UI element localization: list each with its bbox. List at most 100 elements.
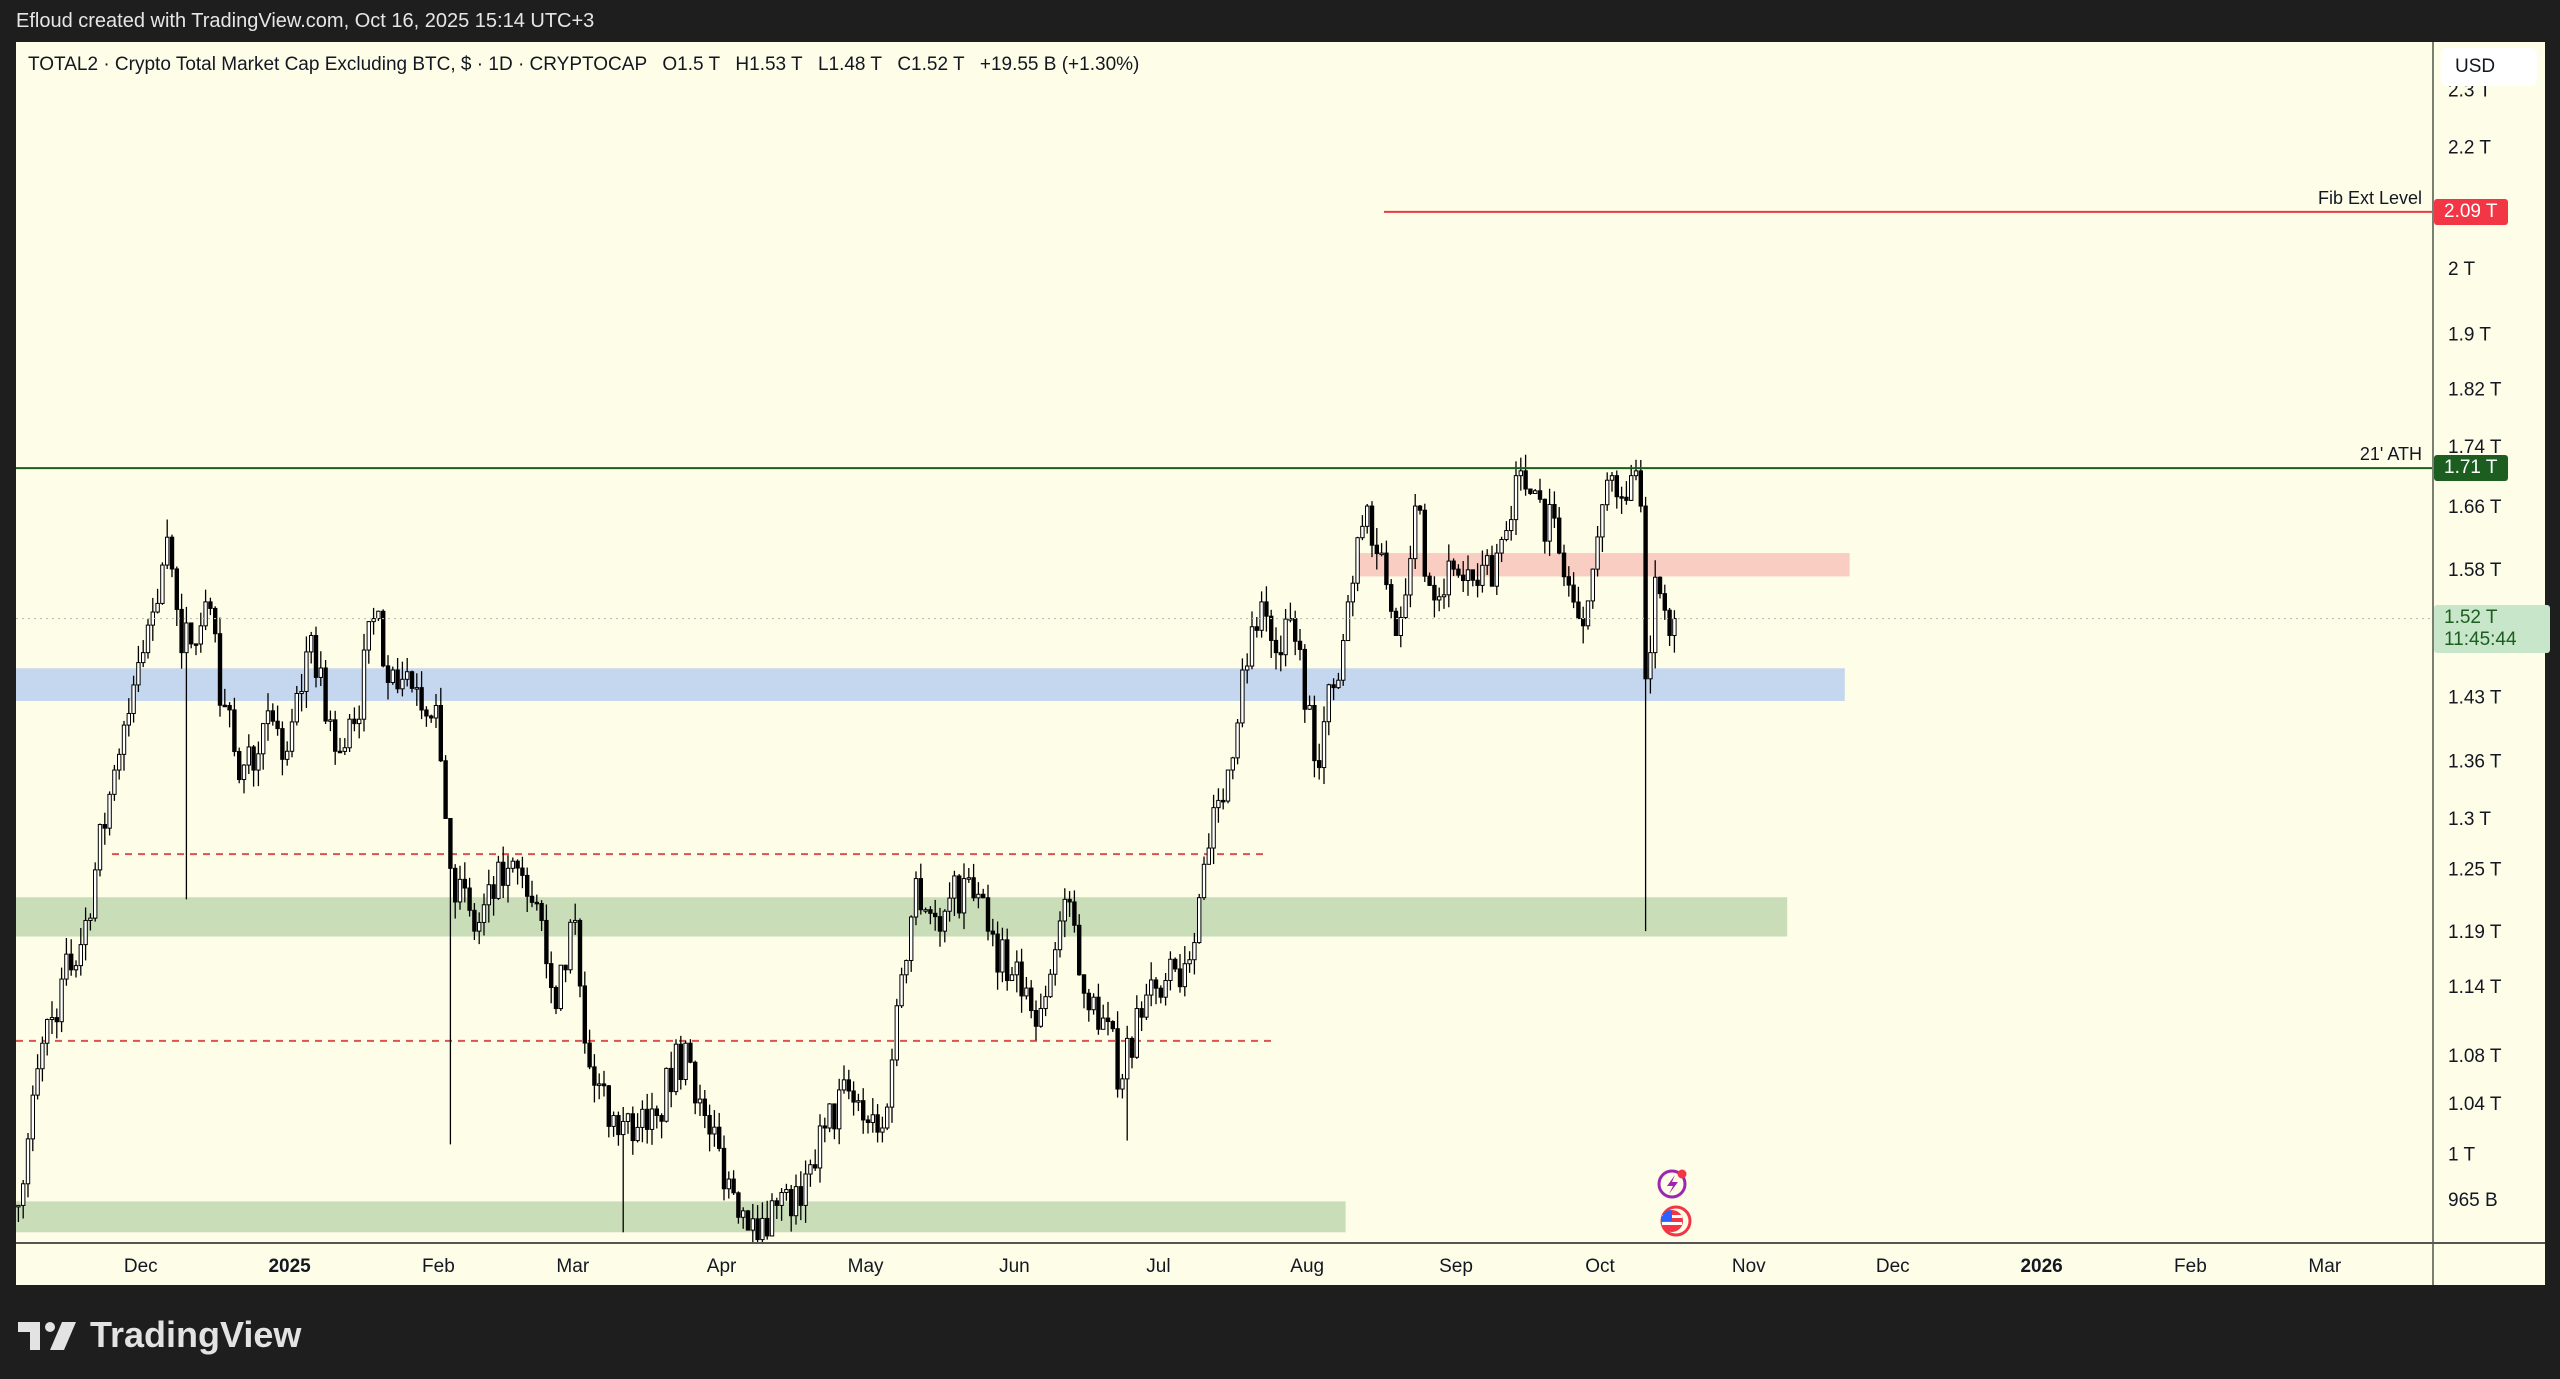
candle-up[interactable] <box>136 662 141 686</box>
candle-up[interactable] <box>25 1138 31 1185</box>
candle-up[interactable] <box>1101 1017 1106 1030</box>
candle-up[interactable] <box>1379 552 1384 556</box>
candle-up[interactable] <box>1408 558 1413 596</box>
candle-up[interactable] <box>505 867 511 886</box>
candle-up[interactable] <box>510 860 516 869</box>
candle-up[interactable] <box>1245 665 1250 671</box>
candle-down[interactable] <box>1086 992 1091 1011</box>
candle-up[interactable] <box>1355 537 1360 584</box>
candle-down[interactable] <box>501 861 506 886</box>
candle-down[interactable] <box>174 568 180 610</box>
candle-down[interactable] <box>1393 610 1399 636</box>
candle-up[interactable] <box>1672 618 1677 636</box>
candle-down[interactable] <box>424 709 429 717</box>
candle-up[interactable] <box>184 622 189 654</box>
candle-up[interactable] <box>1494 552 1499 587</box>
candle-up[interactable] <box>150 611 156 626</box>
candle-up[interactable] <box>880 1127 885 1133</box>
tradingview-logo[interactable]: TradingView <box>18 1314 301 1356</box>
candle-up[interactable] <box>966 877 971 880</box>
candle-up[interactable] <box>913 878 919 918</box>
candle-up[interactable] <box>1283 618 1288 656</box>
candle-up[interactable] <box>241 764 247 781</box>
candle-down[interactable] <box>539 903 544 921</box>
candle-down[interactable] <box>1552 503 1557 519</box>
candle-down[interactable] <box>1005 939 1010 982</box>
candle-down[interactable] <box>1614 475 1619 498</box>
candle-up[interactable] <box>1149 979 1154 996</box>
candle-down[interactable] <box>995 933 1000 973</box>
candle-up[interactable] <box>294 693 300 723</box>
candle-down[interactable] <box>549 963 554 988</box>
candle-up[interactable] <box>1341 640 1346 681</box>
candle-up[interactable] <box>1163 979 1168 998</box>
candle-up[interactable] <box>1518 470 1523 477</box>
candle-up[interactable] <box>1249 626 1255 667</box>
candle-up[interactable] <box>299 690 304 695</box>
candle-up[interactable] <box>673 1043 679 1093</box>
candle-down[interactable] <box>971 877 976 899</box>
candle-up[interactable] <box>1441 594 1447 598</box>
candle-down[interactable] <box>1581 618 1586 627</box>
candle-down[interactable] <box>1139 1008 1144 1018</box>
candle-down[interactable] <box>865 1119 871 1124</box>
candle-down[interactable] <box>1432 584 1437 601</box>
candle-down[interactable] <box>1302 648 1307 710</box>
candle-up[interactable] <box>371 618 376 623</box>
candle-down[interactable] <box>1475 579 1480 586</box>
candle-down[interactable] <box>1427 575 1432 586</box>
candle-up[interactable] <box>1230 757 1235 771</box>
candle-up[interactable] <box>1038 1008 1043 1027</box>
candle-up[interactable] <box>1120 1078 1125 1090</box>
candle-up[interactable] <box>361 649 367 720</box>
candle-up[interactable] <box>1000 939 1005 973</box>
candle-down[interactable] <box>875 1114 880 1133</box>
candle-up[interactable] <box>1014 961 1019 976</box>
candle-up[interactable] <box>1024 987 1029 997</box>
candle-up[interactable] <box>1360 525 1365 539</box>
candle-down[interactable] <box>630 1113 635 1142</box>
candle-up[interactable] <box>889 1059 895 1108</box>
candle-down[interactable] <box>1422 509 1427 577</box>
candle-up[interactable] <box>1437 596 1442 601</box>
candle-down[interactable] <box>1470 569 1475 581</box>
candle-down[interactable] <box>438 704 444 762</box>
candle-down[interactable] <box>189 622 194 645</box>
candle-down[interactable] <box>237 751 242 781</box>
candle-down[interactable] <box>1662 593 1667 611</box>
candle-down[interactable] <box>933 912 938 918</box>
candle-up[interactable] <box>621 1120 626 1136</box>
candle-up[interactable] <box>1201 863 1207 899</box>
candle-up[interactable] <box>97 824 103 871</box>
candle-down[interactable] <box>1451 560 1456 570</box>
candle-up[interactable] <box>1321 721 1327 769</box>
candle-up[interactable] <box>1134 1008 1139 1058</box>
candle-up[interactable] <box>1585 600 1591 627</box>
symbol-title[interactable]: TOTAL2 · Crypto Total Market Cap Excludi… <box>28 54 648 75</box>
candle-down[interactable] <box>1153 979 1159 989</box>
candle-up[interactable] <box>121 724 127 755</box>
candle-down[interactable] <box>702 1098 707 1117</box>
candle-down[interactable] <box>731 1178 736 1194</box>
candle-up[interactable] <box>1350 582 1355 603</box>
candle-down[interactable] <box>1110 1021 1115 1030</box>
event-lightning-icon[interactable] <box>1657 1169 1687 1199</box>
candle-down[interactable] <box>1389 584 1394 612</box>
candle-up[interactable] <box>1225 769 1231 802</box>
candle-up[interactable] <box>165 536 170 566</box>
candle-down[interactable] <box>1456 568 1461 576</box>
candle-down[interactable] <box>645 1108 650 1130</box>
candle-down[interactable] <box>1317 760 1322 769</box>
candle-down[interactable] <box>606 1085 611 1127</box>
candle-down[interactable] <box>323 667 328 722</box>
candle-down[interactable] <box>1557 517 1562 554</box>
candle-up[interactable] <box>1345 601 1351 642</box>
candle-up[interactable] <box>1168 958 1173 981</box>
candle-up[interactable] <box>304 651 309 692</box>
candle-up[interactable] <box>1053 949 1058 975</box>
green-zone-upper[interactable] <box>16 897 1788 937</box>
candle-down[interactable] <box>280 728 285 760</box>
candle-down[interactable] <box>688 1042 693 1063</box>
candle-up[interactable] <box>808 1164 813 1175</box>
candle-up[interactable] <box>1187 959 1192 965</box>
